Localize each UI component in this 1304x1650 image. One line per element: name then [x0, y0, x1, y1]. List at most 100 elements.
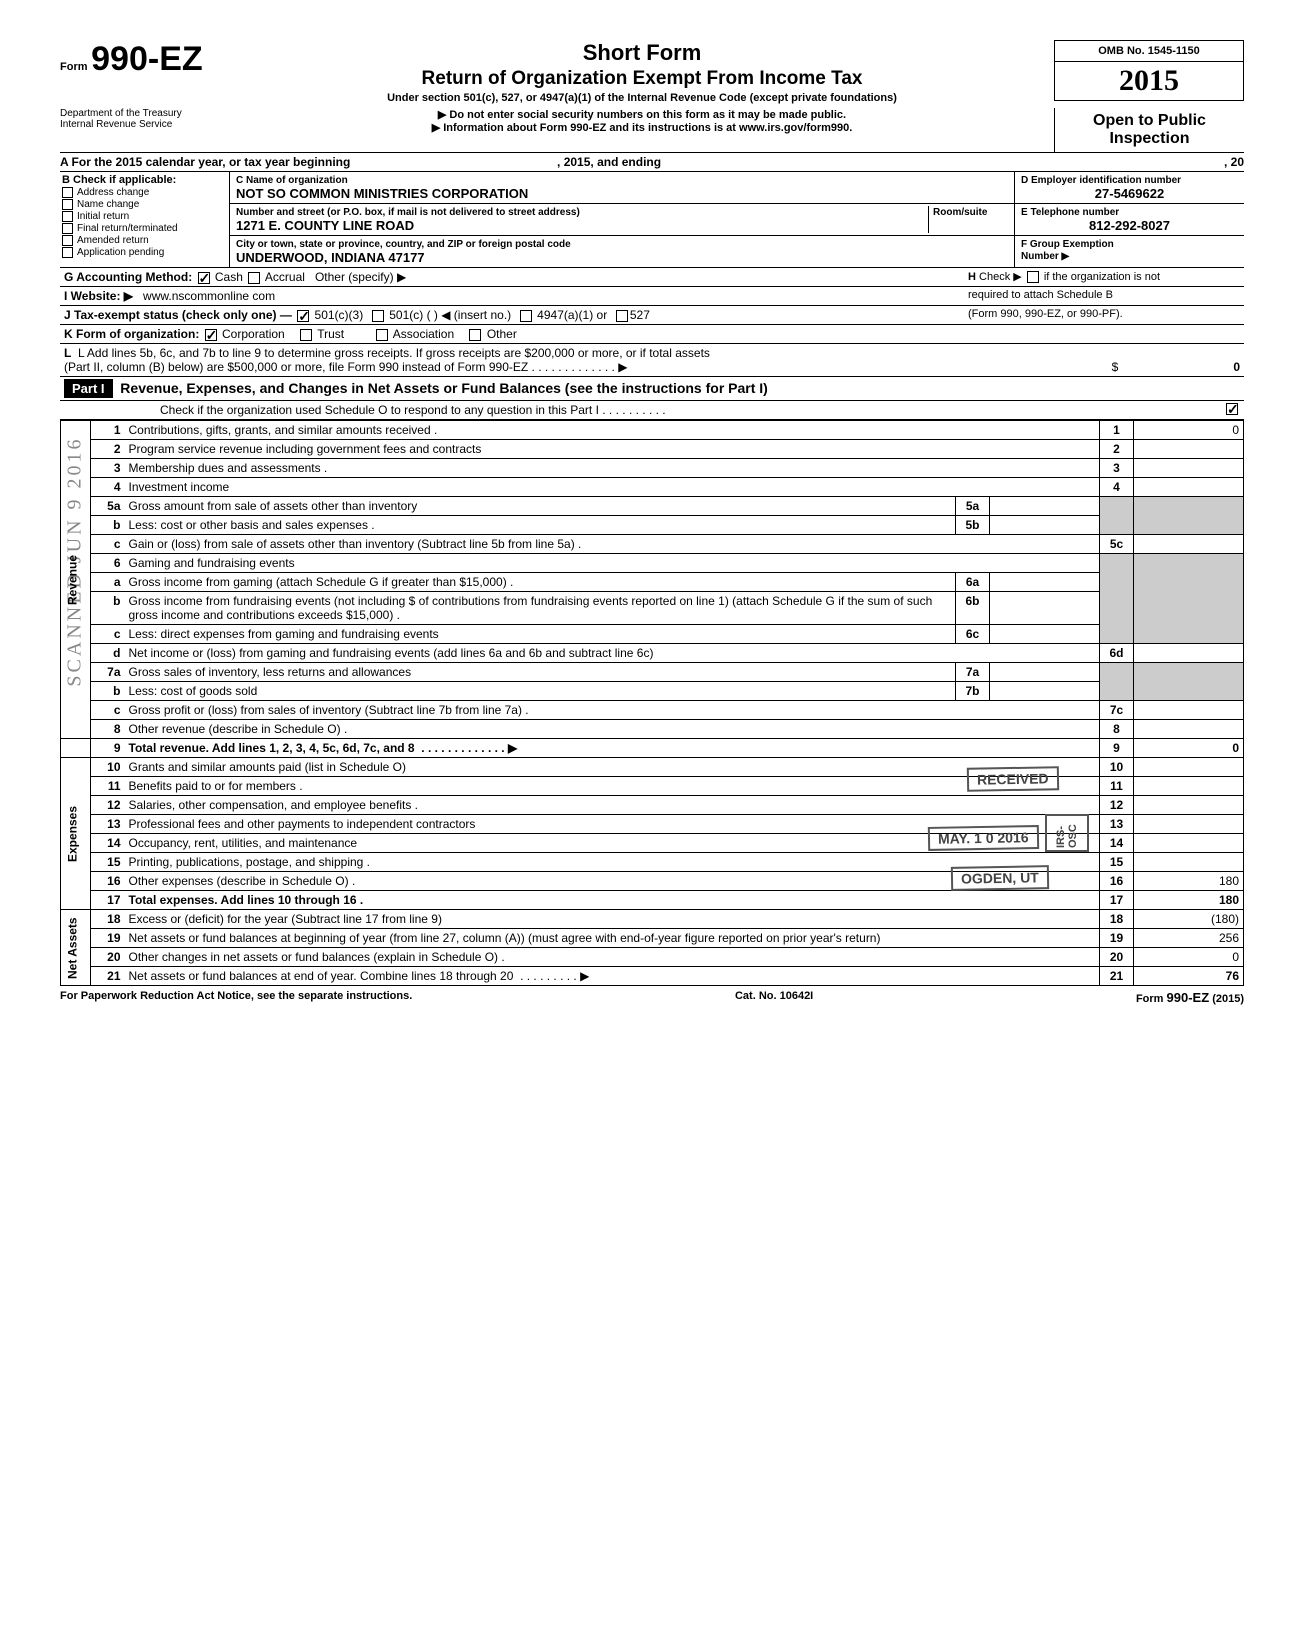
chk-sched-b[interactable]	[1027, 271, 1039, 283]
line-6c: Less: direct expenses from gaming and fu…	[125, 625, 956, 644]
val-19: 256	[1134, 929, 1244, 948]
line-7c: Gross profit or (loss) from sales of inv…	[125, 701, 1100, 720]
website-value: www.nscommonline com	[143, 289, 275, 303]
h-text2: required to attach Schedule B	[960, 289, 1240, 303]
line-20: Other changes in net assets or fund bala…	[125, 948, 1100, 967]
line-4: Investment income	[125, 478, 1100, 497]
line-7a: Gross sales of inventory, less returns a…	[125, 663, 956, 682]
omb-number: OMB No. 1545-1150	[1055, 41, 1243, 62]
part1-check: Check if the organization used Schedule …	[60, 401, 1244, 420]
return-title: Return of Organization Exempt From Incom…	[230, 68, 1054, 90]
footer-mid: Cat. No. 10642I	[735, 990, 813, 1005]
chk-address-change[interactable]: Address change	[62, 187, 227, 198]
g-label: G Accounting Method:	[64, 270, 192, 284]
org-info-section: B Check if applicable: Address change Na…	[60, 172, 1244, 268]
line-9: Total revenue. Add lines 1, 2, 3, 4, 5c,…	[125, 739, 1100, 758]
open-to-public: Open to Public Inspection	[1055, 108, 1244, 152]
part1-table: Revenue 1Contributions, gifts, grants, a…	[60, 420, 1244, 986]
l-amount: 0	[1130, 360, 1240, 374]
i-label: I Website: ▶	[64, 289, 133, 303]
line-6d: Net income or (loss) from gaming and fun…	[125, 644, 1100, 663]
dept-treasury: Department of the TreasuryInternal Reven…	[60, 108, 230, 152]
footer-right: Form 990-EZ (2015)	[1136, 990, 1244, 1005]
line-5c: Gain or (loss) from sale of assets other…	[125, 535, 1100, 554]
info-about: ▶ Information about Form 990-EZ and its …	[230, 121, 1054, 134]
line-19: Net assets or fund balances at beginning…	[125, 929, 1100, 948]
form-number: Form 990-EZ	[60, 40, 230, 79]
chk-corp[interactable]	[205, 329, 217, 341]
val-18: (180)	[1134, 910, 1244, 929]
line-5a: Gross amount from sale of assets other t…	[125, 497, 956, 516]
chk-501c3[interactable]	[297, 310, 309, 322]
subtitle: Under section 501(c), 527, or 4947(a)(1)…	[230, 92, 1054, 104]
part1-header: Part I Revenue, Expenses, and Changes in…	[60, 377, 1244, 401]
chk-initial-return[interactable]: Initial return	[62, 211, 227, 222]
chk-name-change[interactable]: Name change	[62, 199, 227, 210]
chk-other-org[interactable]	[469, 329, 481, 341]
f-number-label: Number ▶	[1021, 251, 1069, 262]
line-11: Benefits paid to or for members . RECEIV…	[125, 777, 1100, 796]
h-text: H Check ▶ if the organization is not	[960, 270, 1240, 284]
line-10: Grants and similar amounts paid (list in…	[125, 758, 1100, 777]
do-not-enter: ▶ Do not enter social security numbers o…	[230, 108, 1054, 121]
line-a: A For the 2015 calendar year, or tax yea…	[60, 153, 1244, 172]
l-line2: (Part II, column (B) below) are $500,000…	[64, 360, 1100, 374]
line-3: Membership dues and assessments .	[125, 459, 1100, 478]
val-1: 0	[1134, 421, 1244, 440]
line-1: Contributions, gifts, grants, and simila…	[125, 421, 1100, 440]
line-7b: Less: cost of goods sold	[125, 682, 956, 701]
chk-trust[interactable]	[300, 329, 312, 341]
received-stamp: RECEIVED	[967, 766, 1059, 792]
val-21: 76	[1134, 967, 1244, 986]
l-line1: L L Add lines 5b, 6c, and 7b to line 9 t…	[64, 346, 1240, 360]
j-label: J Tax-exempt status (check only one) —	[64, 308, 292, 322]
line-14: Occupancy, rent, utilities, and maintena…	[125, 834, 1100, 853]
line-18: Excess or (deficit) for the year (Subtra…	[125, 910, 1100, 929]
chk-sched-o[interactable]	[1226, 403, 1238, 415]
chk-accrual[interactable]	[248, 272, 260, 284]
revenue-label: Revenue	[61, 421, 91, 739]
tax-year: 2015	[1055, 62, 1243, 100]
f-group-label: F Group Exemption	[1021, 239, 1114, 250]
line-6b: Gross income from fundraising events (no…	[125, 592, 956, 625]
chk-4947[interactable]	[520, 310, 532, 322]
chk-cash[interactable]	[198, 272, 210, 284]
chk-501c[interactable]	[372, 310, 384, 322]
chk-amended[interactable]: Amended return	[62, 235, 227, 246]
org-name: NOT SO COMMON MINISTRIES CORPORATION	[236, 184, 528, 201]
phone-value: 812-292-8027	[1021, 218, 1238, 233]
footer: For Paperwork Reduction Act Notice, see …	[60, 986, 1244, 1005]
expenses-label: Expenses	[61, 758, 91, 910]
line-16: Other expenses (describe in Schedule O) …	[125, 872, 1100, 891]
line-6: Gaming and fundraising events	[125, 554, 1100, 573]
e-phone-label: E Telephone number	[1021, 207, 1119, 218]
val-20: 0	[1134, 948, 1244, 967]
footer-left: For Paperwork Reduction Act Notice, see …	[60, 990, 412, 1005]
k-label: K Form of organization:	[64, 327, 199, 341]
line-17: Total expenses. Add lines 10 through 16 …	[125, 891, 1100, 910]
h-text3: (Form 990, 990-EZ, or 990-PF).	[960, 308, 1240, 322]
line-8: Other revenue (describe in Schedule O) .	[125, 720, 1100, 739]
chk-final-return[interactable]: Final return/terminated	[62, 223, 227, 234]
chk-527[interactable]	[616, 310, 628, 322]
line-6a: Gross income from gaming (attach Schedul…	[125, 573, 956, 592]
short-form-title: Short Form	[230, 40, 1054, 66]
b-label: B Check if applicable:	[62, 174, 227, 186]
room-label: Room/suite	[933, 207, 987, 218]
netassets-label: Net Assets	[61, 910, 91, 986]
line-5b: Less: cost or other basis and sales expe…	[125, 516, 956, 535]
line-2: Program service revenue including govern…	[125, 440, 1100, 459]
line-21: Net assets or fund balances at end of ye…	[125, 967, 1100, 986]
val-9: 0	[1134, 739, 1244, 758]
chk-pending[interactable]: Application pending	[62, 247, 227, 258]
city-value: UNDERWOOD, INDIANA 47177	[236, 248, 425, 265]
form-header: Form 990-EZ Short Form Return of Organiz…	[60, 40, 1244, 104]
chk-assoc[interactable]	[376, 329, 388, 341]
d-ein-label: D Employer identification number	[1021, 175, 1181, 186]
street-address: 1271 E. COUNTY LINE ROAD	[236, 216, 414, 233]
irs-stamp: IRS-OSC	[1045, 814, 1089, 852]
ein-value: 27-5469622	[1021, 186, 1238, 201]
val-17: 180	[1134, 891, 1244, 910]
date-stamp: MAY. 1 0 2016	[928, 825, 1039, 851]
line-12: Salaries, other compensation, and employ…	[125, 796, 1100, 815]
